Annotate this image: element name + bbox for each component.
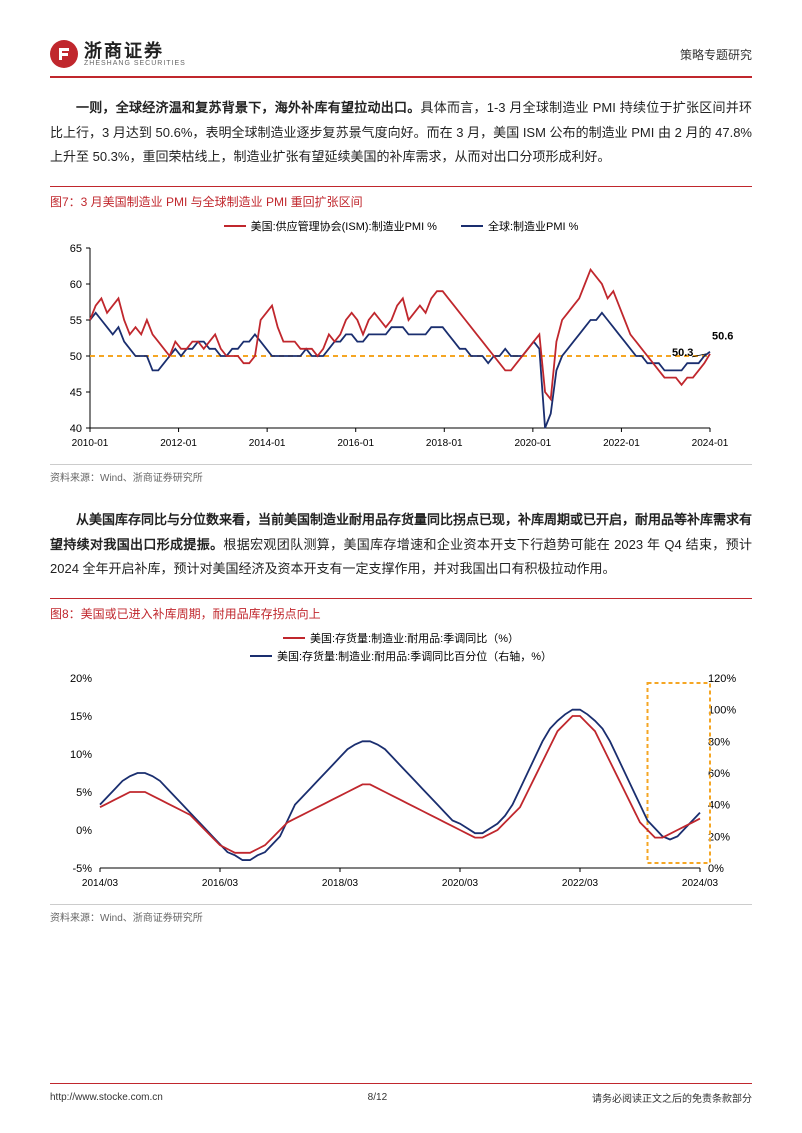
svg-text:5%: 5% <box>76 787 92 799</box>
svg-text:2018-01: 2018-01 <box>426 438 463 449</box>
figure7-title: 图7：3 月美国制造业 PMI 与全球制造业 PMI 重回扩张区间 <box>50 186 752 210</box>
svg-text:2024/03: 2024/03 <box>682 878 719 889</box>
logo-icon <box>50 40 78 68</box>
legend-line-blue2 <box>250 655 272 657</box>
svg-text:2016/03: 2016/03 <box>202 878 239 889</box>
figure8-source: 资料来源：Wind、浙商证券研究所 <box>50 904 752 924</box>
page-header: 浙商证券 ZHESHANG SECURITIES 策略专题研究 <box>50 40 752 78</box>
svg-text:2018/03: 2018/03 <box>322 878 359 889</box>
chart7-svg: 40 45 50 55 60 65 2010-01 2012-01 2014-01 2016-01… <box>50 238 750 458</box>
footer-url: http://www.stocke.com.cn <box>50 1092 163 1103</box>
legend2-text: 全球:制造业PMI % <box>488 218 578 234</box>
paragraph-1: 一则，全球经济温和复苏背景下，海外补库有望拉动出口。具体而言，1-3 月全球制造… <box>50 96 752 170</box>
svg-text:2010-01: 2010-01 <box>72 438 109 449</box>
svg-text:120%: 120% <box>708 673 736 685</box>
svg-text:10%: 10% <box>70 749 92 761</box>
svg-text:2014-01: 2014-01 <box>249 438 286 449</box>
svg-text:60: 60 <box>70 279 82 291</box>
para1-bold: 一则，全球经济温和复苏背景下，海外补库有望拉动出口。 <box>76 100 421 115</box>
svg-text:65: 65 <box>70 243 82 255</box>
legend-item-us: 美国:供应管理协会(ISM):制造业PMI % <box>224 218 437 234</box>
svg-text:100%: 100% <box>708 705 736 717</box>
svg-text:-5%: -5% <box>72 863 92 875</box>
svg-text:15%: 15% <box>70 711 92 723</box>
svg-text:2020/03: 2020/03 <box>442 878 479 889</box>
logo: 浙商证券 ZHESHANG SECURITIES <box>50 40 186 68</box>
svg-text:55: 55 <box>70 315 82 327</box>
svg-text:2022/03: 2022/03 <box>562 878 599 889</box>
footer-disclaimer: 请务必阅读正文之后的免责条款部分 <box>592 1090 752 1105</box>
svg-text:2024-01: 2024-01 <box>692 438 729 449</box>
legend1-text: 美国:供应管理协会(ISM):制造业PMI % <box>251 218 437 234</box>
logo-sub-text: ZHESHANG SECURITIES <box>84 60 186 67</box>
svg-text:40%: 40% <box>708 800 730 812</box>
svg-text:2014/03: 2014/03 <box>82 878 119 889</box>
figure8-legend: 美国:存货量:制造业:耐用品:季调同比（%） 美国:存货量:制造业:耐用品:季调… <box>50 630 752 664</box>
svg-text:2020-01: 2020-01 <box>515 438 552 449</box>
svg-text:40: 40 <box>70 423 82 435</box>
paragraph-2: 从美国库存同比与分位数来看，当前美国制造业耐用品存货量同比拐点已现，补库周期或已… <box>50 508 752 582</box>
svg-text:50.6: 50.6 <box>712 331 733 343</box>
svg-text:0%: 0% <box>708 863 724 875</box>
svg-text:20%: 20% <box>708 831 730 843</box>
svg-text:80%: 80% <box>708 736 730 748</box>
legend-line-red2 <box>283 637 305 639</box>
svg-text:20%: 20% <box>70 673 92 685</box>
svg-text:2012-01: 2012-01 <box>160 438 197 449</box>
legend2-text2: 美国:存货量:制造业:耐用品:季调同比百分位（右轴，%） <box>277 648 552 664</box>
figure8-title: 图8：美国或已进入补库周期，耐用品库存拐点向上 <box>50 598 752 622</box>
svg-text:2016-01: 2016-01 <box>337 438 374 449</box>
svg-text:0%: 0% <box>76 825 92 837</box>
legend-item-inv: 美国:存货量:制造业:耐用品:季调同比（%） <box>283 630 519 646</box>
header-category: 策略专题研究 <box>680 46 752 63</box>
figure7-legend: 美国:供应管理协会(ISM):制造业PMI % 全球:制造业PMI % <box>50 218 752 234</box>
figure7-source: 资料来源：Wind、浙商证券研究所 <box>50 464 752 484</box>
footer-page: 8/12 <box>368 1092 387 1103</box>
legend-line-blue <box>461 225 483 227</box>
legend-item-global: 全球:制造业PMI % <box>461 218 578 234</box>
figure8-chart: 美国:存货量:制造业:耐用品:季调同比（%） 美国:存货量:制造业:耐用品:季调… <box>50 630 752 898</box>
logo-main-text: 浙商证券 <box>84 42 186 60</box>
legend-line-red <box>224 225 246 227</box>
svg-text:60%: 60% <box>708 768 730 780</box>
legend-item-pct: 美国:存货量:制造业:耐用品:季调同比百分位（右轴，%） <box>250 648 552 664</box>
svg-text:50: 50 <box>70 351 82 363</box>
svg-text:45: 45 <box>70 387 82 399</box>
svg-text:50.3: 50.3 <box>672 347 693 359</box>
legend1-text2: 美国:存货量:制造业:耐用品:季调同比（%） <box>310 630 519 646</box>
figure7-chart: 美国:供应管理协会(ISM):制造业PMI % 全球:制造业PMI % 40 45… <box>50 218 752 458</box>
page-footer: http://www.stocke.com.cn 8/12 请务必阅读正文之后的… <box>50 1083 752 1105</box>
chart8-svg: -5% 0% 5% 10% 15% 20% 0% 20% 40% 60% 80% 100% 120% 20… <box>50 668 750 898</box>
svg-text:2022-01: 2022-01 <box>603 438 640 449</box>
